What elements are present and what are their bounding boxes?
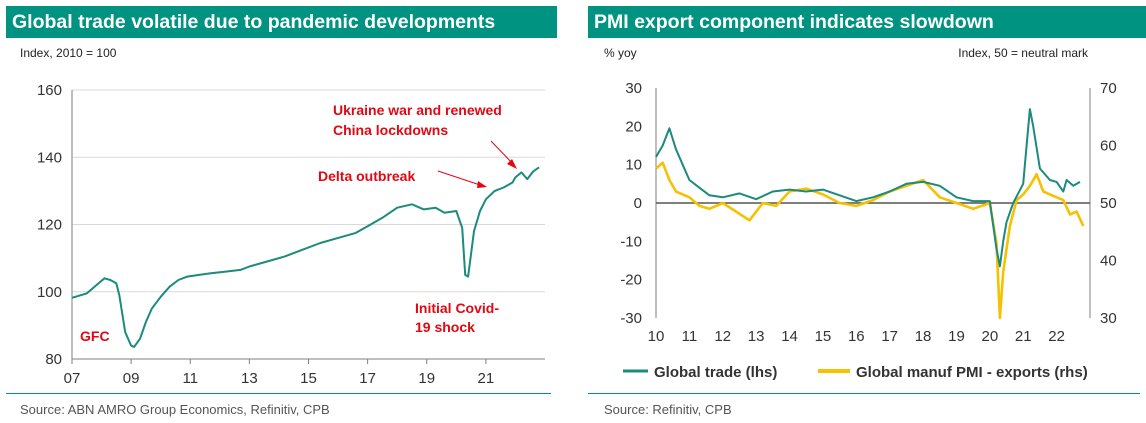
x-tick-label: 17: [881, 328, 898, 345]
y-tick-label: 120: [37, 217, 62, 234]
y-tick-label-left: 20: [625, 118, 642, 135]
x-tick-label: 10: [648, 328, 665, 345]
y-tick-label-left: 30: [625, 80, 642, 97]
y-tick-label: 160: [37, 82, 62, 99]
right-chart-title: PMI export component indicates slowdown: [588, 6, 1146, 38]
annotation-gfc: GFC: [80, 328, 110, 344]
x-tick-label: 21: [1015, 328, 1032, 345]
left-source-note: Source: ABN AMRO Group Economics, Refini…: [20, 402, 330, 417]
x-tick-label: 11: [682, 328, 698, 345]
annotation-delta: Delta outbreak: [318, 168, 415, 184]
left-chart-panel: Global trade volatile due to pandemic de…: [0, 0, 560, 423]
y-tick-label-right: 50: [1100, 195, 1117, 212]
pmi-exports-line: [655, 161, 1085, 320]
annotation-ukraine-line-1: Ukraine war and renewed: [333, 102, 502, 118]
x-tick-label: 13: [241, 370, 258, 387]
global-trade-line: [71, 166, 540, 348]
y-tick-label-right: 40: [1100, 253, 1117, 270]
right-chart: -30 -20 -10 0 10 20 30 30 40 50 60 70 10 11 12 13 14 15 16…: [620, 80, 1117, 381]
y-tick-label-left: -30: [620, 310, 642, 327]
x-tick-label: 16: [848, 328, 865, 345]
x-tick-label: 19: [948, 328, 965, 345]
y-tick-label-left: -20: [620, 272, 642, 289]
arrow-delta: [437, 170, 484, 187]
x-tick-label: 17: [359, 370, 376, 387]
legend-label-trade: Global trade (lhs): [654, 364, 777, 381]
x-tick-label: 15: [300, 370, 317, 387]
y-tick-label-left: 0: [634, 195, 642, 212]
x-tick-label: 11: [182, 370, 198, 387]
right-chart-unit-right: Index, 50 = neutral mark: [958, 46, 1088, 60]
x-tick-label: 09: [123, 370, 140, 387]
right-chart-panel: PMI export component indicates slowdown …: [588, 0, 1146, 423]
x-tick-label: 12: [714, 328, 731, 345]
y-tick-label: 80: [45, 351, 62, 368]
left-chart-title: Global trade volatile due to pandemic de…: [6, 6, 557, 38]
y-tick-label-right: 60: [1100, 138, 1117, 155]
y-tick-label-left: -10: [620, 233, 642, 250]
x-tick-label: 07: [64, 370, 81, 387]
arrowhead-delta: [477, 181, 487, 188]
right-source-divider: [588, 393, 1140, 394]
y-tick-label-right: 70: [1100, 80, 1117, 97]
left-chart-unit-label: Index, 2010 = 100: [20, 46, 117, 60]
x-tick-label: 21: [478, 370, 495, 387]
left-chart: 80 100 120 140 160 07 09 11 13 15 17 19 21 GFC Initial…: [37, 82, 545, 387]
x-tick-label: 19: [418, 370, 435, 387]
x-tick-label: 22: [1048, 328, 1065, 345]
left-source-divider: [6, 393, 551, 394]
annotation-ukraine-line-2: China lockdowns: [333, 122, 448, 138]
x-tick-label: 14: [781, 328, 798, 345]
y-tick-label: 140: [37, 149, 62, 166]
x-tick-label: 15: [815, 328, 832, 345]
annotation-covid-line-1: Initial Covid-: [415, 300, 499, 316]
right-chart-unit-left: % yoy: [604, 46, 637, 60]
y-tick-label-left: 10: [625, 157, 642, 174]
annotation-covid-line-2: 19 shock: [415, 319, 475, 335]
y-tick-label-right: 30: [1100, 310, 1117, 327]
right-source-note: Source: Refinitiv, CPB: [604, 402, 732, 417]
x-tick-label: 13: [748, 328, 765, 345]
global-trade-yoy-line: [655, 108, 1081, 268]
legend-label-pmi: Global manuf PMI - exports (rhs): [856, 364, 1088, 381]
arrowhead-ukraine: [507, 159, 517, 169]
x-tick-label: 20: [982, 328, 999, 345]
x-tick-label: 18: [915, 328, 932, 345]
y-tick-label: 100: [37, 284, 62, 301]
